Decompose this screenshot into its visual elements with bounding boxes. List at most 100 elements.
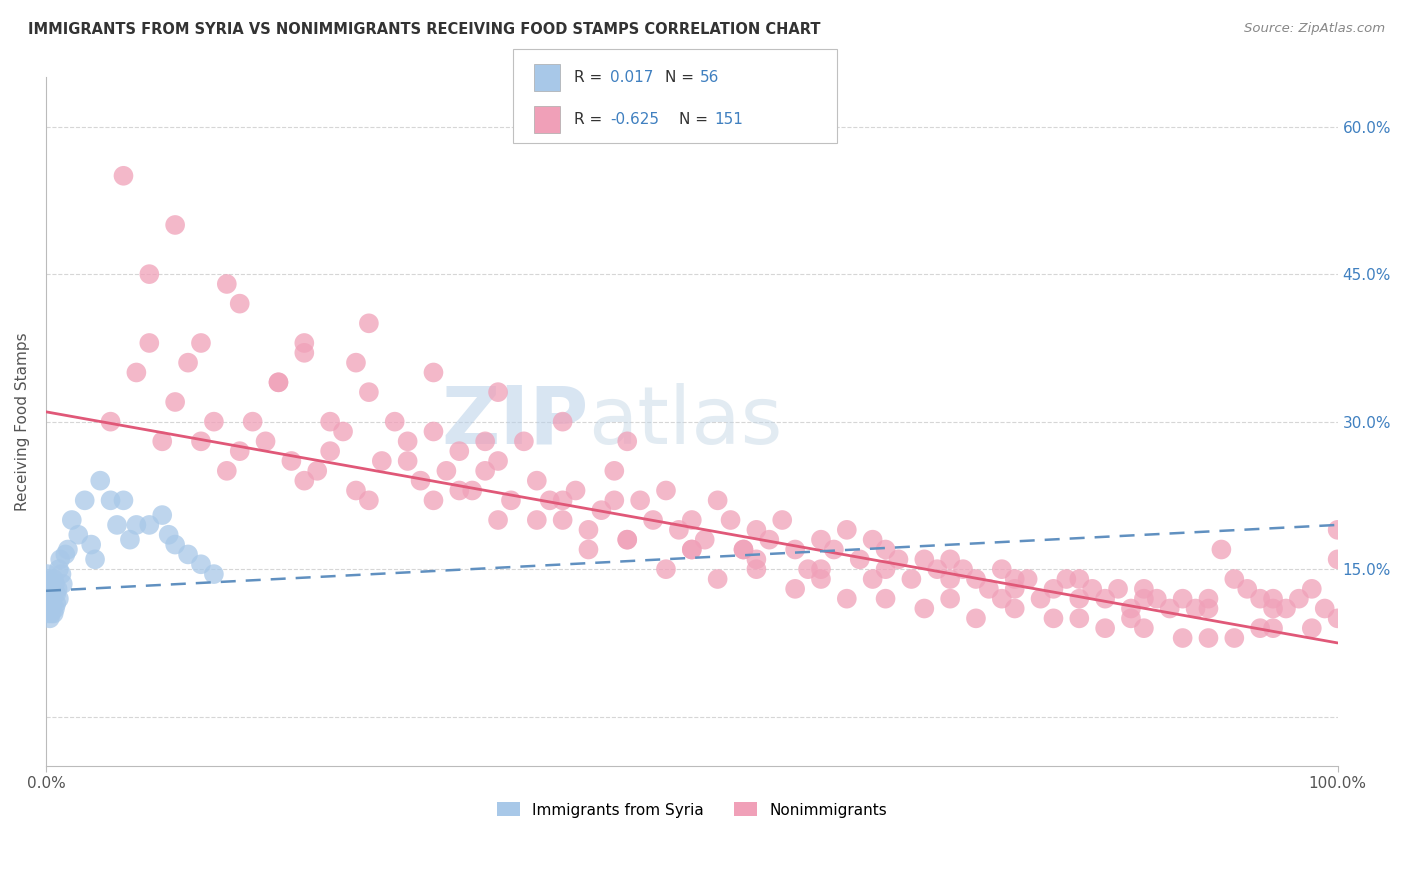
Point (641, 513, 664, 527)
Point (89, 474, 111, 488)
Text: N =: N = (665, 70, 695, 85)
Point (1004, 582, 1026, 596)
Point (551, 415, 574, 429)
Point (319, 444, 342, 458)
Point (112, 169, 135, 183)
Point (564, 483, 586, 498)
Point (785, 542, 807, 557)
Point (1198, 591, 1220, 606)
Point (1171, 591, 1194, 606)
Point (616, 533, 638, 547)
Point (1042, 611, 1064, 625)
Y-axis label: Receiving Food Stamps: Receiving Food Stamps (15, 333, 30, 511)
Point (190, 336, 212, 351)
Point (745, 562, 768, 576)
Point (1029, 591, 1052, 606)
Point (927, 562, 949, 576)
Point (267, 376, 290, 390)
Point (965, 611, 987, 625)
Point (758, 533, 780, 547)
Point (810, 533, 832, 547)
Point (939, 572, 962, 586)
Point (38, 591, 60, 606)
Point (1133, 582, 1156, 596)
Text: 151: 151 (714, 112, 744, 128)
Point (616, 434, 638, 449)
Point (105, 517, 128, 532)
Point (422, 425, 444, 439)
Point (228, 444, 250, 458)
Point (242, 415, 264, 429)
Point (38, 597, 60, 611)
Point (1211, 542, 1233, 557)
Point (319, 415, 342, 429)
Point (1236, 582, 1258, 596)
Point (1326, 611, 1348, 625)
Text: N =: N = (679, 112, 709, 128)
Point (797, 562, 820, 576)
Point (887, 552, 910, 566)
Point (100, 415, 122, 429)
Point (706, 493, 728, 508)
Point (486, 454, 509, 468)
Point (45, 597, 67, 611)
Point (56, 542, 79, 557)
Point (1069, 572, 1091, 586)
Point (1133, 591, 1156, 606)
Point (1198, 631, 1220, 645)
Point (37, 587, 59, 601)
Point (422, 366, 444, 380)
Point (912, 601, 935, 615)
Point (422, 493, 444, 508)
Point (38, 611, 60, 625)
Point (45, 587, 67, 601)
Point (37, 601, 59, 615)
Point (73, 493, 96, 508)
Point (84, 552, 107, 566)
Point (357, 385, 380, 400)
Point (1261, 601, 1284, 615)
Point (52, 577, 75, 591)
Point (1042, 582, 1064, 596)
Point (38, 601, 60, 615)
Point (280, 454, 302, 468)
Point (965, 572, 987, 586)
Point (1223, 631, 1246, 645)
Point (396, 434, 419, 449)
Point (80, 538, 103, 552)
Point (409, 474, 432, 488)
Point (835, 591, 858, 606)
Point (1069, 611, 1091, 625)
Point (1004, 572, 1026, 586)
Point (254, 434, 277, 449)
Point (292, 336, 315, 351)
Point (150, 434, 173, 449)
Point (202, 567, 225, 582)
Point (862, 533, 884, 547)
Point (616, 533, 638, 547)
Point (1133, 621, 1156, 635)
Point (693, 533, 716, 547)
Point (1119, 611, 1142, 625)
Point (745, 552, 768, 566)
Point (100, 493, 122, 508)
Point (38, 587, 60, 601)
Point (1198, 601, 1220, 615)
Point (39, 597, 62, 611)
Point (977, 582, 1000, 596)
Point (526, 513, 548, 527)
Point (770, 513, 793, 527)
Point (150, 508, 173, 522)
Text: -0.625: -0.625 (610, 112, 659, 128)
Point (48, 562, 70, 576)
Point (357, 316, 380, 330)
Point (1184, 601, 1206, 615)
Point (49, 552, 72, 566)
Point (681, 542, 703, 557)
Point (1054, 572, 1077, 586)
Point (862, 572, 884, 586)
Point (628, 493, 651, 508)
Text: R =: R = (574, 112, 602, 128)
Point (371, 454, 394, 468)
Text: atlas: atlas (589, 383, 783, 460)
